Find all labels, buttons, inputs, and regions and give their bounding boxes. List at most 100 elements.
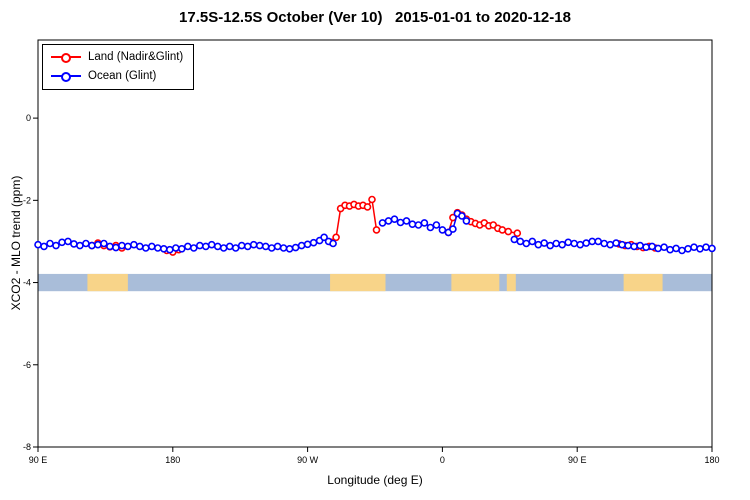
y-tick-label: -8	[23, 442, 31, 452]
data-point	[225, 242, 234, 251]
data-point	[540, 239, 549, 247]
data-point	[320, 233, 328, 242]
legend-item-land: Land (Nadir&Glint)	[51, 50, 183, 64]
map-band-land-patch	[87, 273, 128, 292]
data-point	[285, 245, 294, 253]
data-point	[390, 215, 399, 223]
data-point	[558, 240, 567, 249]
data-point	[438, 226, 447, 234]
data-point	[458, 212, 466, 220]
data-point	[618, 240, 626, 249]
data-point	[606, 240, 615, 249]
data-point	[291, 243, 300, 252]
data-point	[408, 220, 417, 228]
data-point	[237, 241, 246, 250]
data-point	[510, 235, 519, 244]
data-point	[329, 239, 337, 248]
data-point	[202, 242, 210, 251]
data-point	[52, 241, 60, 250]
legend-marker	[51, 69, 81, 83]
data-point	[255, 241, 264, 250]
x-tick-label: 180	[165, 455, 180, 465]
data-point	[172, 244, 180, 252]
data-point	[88, 241, 96, 250]
data-point	[516, 237, 525, 246]
data-point	[420, 219, 429, 227]
map-band-land-patch	[330, 273, 386, 292]
data-point	[396, 218, 405, 227]
data-point	[142, 244, 150, 252]
data-point	[279, 244, 288, 252]
data-point	[76, 241, 84, 250]
y-tick-label: -6	[23, 360, 31, 370]
data-point	[154, 244, 162, 252]
data-point	[384, 217, 393, 225]
y-tick-label: -2	[23, 195, 31, 205]
data-point	[64, 237, 72, 246]
data-point	[576, 240, 585, 249]
x-tick-label: 180	[704, 455, 719, 465]
data-point	[148, 242, 156, 251]
data-point	[564, 238, 573, 247]
x-axis-label: Longitude (deg E)	[327, 473, 423, 487]
data-point	[600, 239, 609, 248]
x-tick-label: 90 E	[568, 455, 587, 465]
y-axis-label: XCO2 - MLO trend (ppm)	[9, 175, 23, 311]
data-point	[678, 246, 686, 255]
data-point	[332, 233, 340, 242]
data-point	[522, 239, 531, 248]
data-point	[672, 244, 680, 253]
data-point	[112, 243, 120, 252]
data-point	[546, 241, 555, 250]
data-point	[249, 240, 258, 249]
data-point	[594, 237, 603, 246]
data-point	[124, 242, 132, 251]
data-point	[684, 245, 692, 253]
x-tick-label: 90 W	[297, 455, 319, 465]
y-tick-label: -4	[23, 278, 31, 288]
data-point	[196, 241, 204, 250]
data-point	[190, 244, 198, 252]
data-point	[528, 237, 537, 246]
data-point	[297, 241, 306, 250]
data-point	[588, 237, 597, 246]
data-point	[100, 239, 108, 248]
data-point	[582, 239, 591, 247]
data-point	[414, 221, 423, 229]
data-point	[363, 203, 372, 211]
data-point	[372, 226, 381, 234]
data-point	[70, 240, 78, 248]
legend-item-ocean: Ocean (Glint)	[51, 69, 183, 83]
data-point	[40, 242, 48, 251]
data-point	[449, 225, 457, 233]
data-point	[46, 239, 54, 248]
data-point	[261, 242, 270, 251]
data-point	[34, 240, 42, 249]
data-point	[309, 238, 318, 247]
map-band-land-patch	[451, 273, 500, 292]
data-point	[178, 245, 186, 253]
data-point	[184, 242, 192, 251]
data-point	[630, 242, 638, 251]
data-point	[106, 242, 114, 251]
data-point	[219, 244, 228, 252]
map-band-land-patch	[506, 273, 516, 292]
data-point	[426, 223, 435, 232]
data-point	[552, 239, 561, 248]
legend-item-label: Ocean (Glint)	[88, 70, 157, 82]
data-point	[207, 240, 216, 249]
data-point	[534, 240, 543, 249]
data-point	[636, 241, 644, 250]
data-point	[708, 244, 716, 253]
data-point	[273, 242, 282, 251]
data-point	[624, 241, 632, 250]
data-point	[243, 242, 252, 251]
data-point	[504, 227, 513, 236]
legend: Land (Nadir&Glint) Ocean (Glint)	[42, 44, 195, 90]
data-point	[513, 229, 522, 237]
data-point	[118, 241, 126, 250]
data-point	[498, 226, 507, 234]
data-point	[130, 240, 138, 249]
data-point	[378, 219, 387, 227]
